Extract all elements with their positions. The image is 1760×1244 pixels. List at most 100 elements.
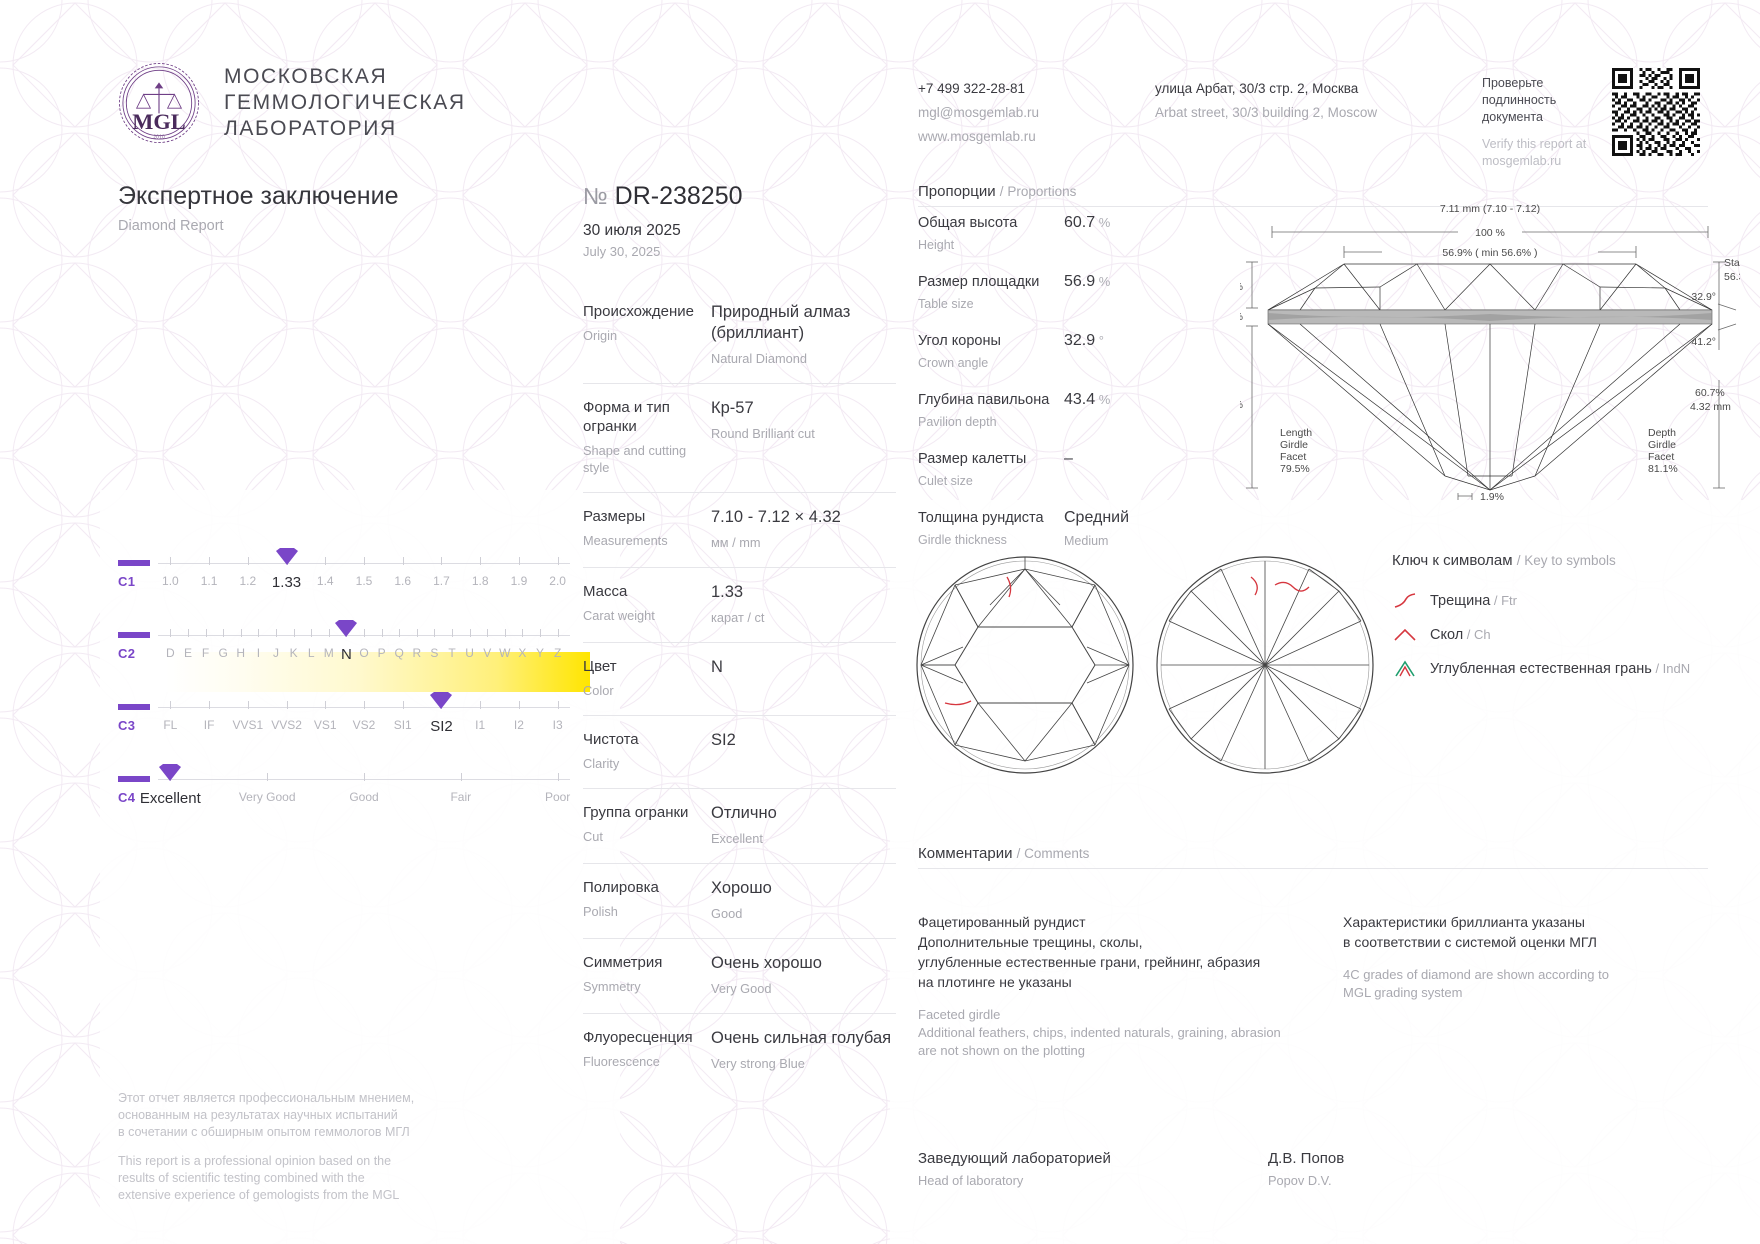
spec-label: Флуоресценция Fluorescence xyxy=(583,1029,693,1069)
address-ru: улица Арбат, 30/3 стр. 2, Москва xyxy=(1155,81,1359,96)
feather-icon xyxy=(1392,592,1418,610)
crown-height-label: 14.0% xyxy=(1240,281,1243,293)
scale-tick-label: P xyxy=(377,646,386,660)
spec-value: Очень хорошо Very Good xyxy=(711,954,822,996)
scale-tick-label: Fair xyxy=(450,790,472,804)
comments-right-ru: Характеристики бриллианта указаны в соотв… xyxy=(1343,914,1597,950)
verify-ru: Проверьте подлинность документа xyxy=(1482,76,1557,124)
spec-value: Отлично Excellent xyxy=(711,804,777,846)
comments-left: Фацетированный рундист Дополнительные тре… xyxy=(918,912,1283,1060)
address-en: Arbat street, 30/3 building 2, Moscow xyxy=(1155,105,1378,120)
diamond-profile-diagram: 7.11 mm (7.10 - 7.12) 100 % 56.9% ( min … xyxy=(1213,200,1760,503)
proportion-label: Глубина павильона Pavilion depth xyxy=(918,392,1050,429)
crown-plot xyxy=(916,556,1134,774)
scale-ticks xyxy=(158,773,570,786)
verify-text: Проверьте подлинность документа Verify t… xyxy=(1482,75,1597,170)
scale-tick-label: W xyxy=(499,646,511,660)
scale-tick-label: 1.1 xyxy=(200,574,218,588)
scale-tick-label: Y xyxy=(536,646,545,660)
comments-left-en: Faceted girdle Additional feathers, chips… xyxy=(918,1007,1281,1058)
table-percent-label: 56.9% ( min 56.6% ) xyxy=(1442,247,1537,259)
scale-tick-label: 1.33 xyxy=(271,574,302,591)
plotting-diagrams xyxy=(910,550,1380,780)
spec-row: Чистота Clarity SI2 xyxy=(583,715,896,788)
comments-right-en: 4C grades of diamond are shown according… xyxy=(1343,967,1609,1000)
spec-label: Происхождение Origin xyxy=(583,303,694,343)
report-number: № DR-238250 xyxy=(583,182,743,211)
disclaimer-en: This report is a professional opinion ba… xyxy=(118,1154,400,1202)
spec-label: Симметрия Symmetry xyxy=(583,954,663,994)
scale-tick-label: 2.0 xyxy=(549,574,566,588)
proportion-value: – xyxy=(1064,450,1073,467)
spec-label: Форма и тип огранки Shape and cutting sty… xyxy=(583,399,687,475)
scale-marker-c4 xyxy=(155,763,185,783)
phone-number: +7 499 322-28-81 xyxy=(918,81,1025,96)
email-address[interactable]: mgl@mosgemlab.ru xyxy=(918,105,1039,120)
proportion-row: Размер калетты Culet size – xyxy=(918,450,1168,509)
scale-labels: FL IF VVS1 VVS2 VS1 VS2 SI1 SI2 I1 I2 I3 xyxy=(158,718,570,740)
spec-value: Хорошо Good xyxy=(711,879,772,921)
scale-tick-label: H xyxy=(236,646,246,660)
scale-tick-label: Z xyxy=(553,646,562,660)
scale-ticks xyxy=(158,701,570,714)
spec-value: Очень сильная голубая Very strong Blue xyxy=(711,1029,892,1071)
spec-row: Форма и тип огранки Shape and cutting sty… xyxy=(583,383,896,492)
depth-girdle-facet-value: 81.1% xyxy=(1648,463,1678,475)
scale-c3: C3 FL IF VVS1 VVS2 VS1 VS2 SI1 SI2 I1 I2 I3 xyxy=(118,692,570,764)
scale-c1: C1 1.0 1.1 1.2 1.33 1.4 1.5 1.6 1.7 1.8 1.9 2.0 xyxy=(118,548,570,620)
scale-tick-label: SI2 xyxy=(430,718,453,735)
scale-tick-label: 1.7 xyxy=(433,574,450,588)
scale-tick-label: M xyxy=(323,646,334,660)
proportion-row: Размер площадки Table size 56.9 % xyxy=(918,273,1168,332)
scale-tick-label: VVS1 xyxy=(232,718,264,732)
spec-row: Масса Carat weight 1.33 карат / ct xyxy=(583,567,896,642)
proportions-heading: Пропорции / Proportions xyxy=(918,183,1077,200)
page-subtitle: Diamond Report xyxy=(118,218,224,234)
scale-tick-label: 1.9 xyxy=(510,574,528,588)
chip-icon xyxy=(1392,626,1418,644)
scale-tick-label: Q xyxy=(394,646,404,660)
star-ratio-label: Star Ratio xyxy=(1724,257,1740,269)
proportion-label: Размер калетты Culet size xyxy=(918,451,1027,488)
key-title-ru: Ключ к символам xyxy=(1392,552,1513,569)
scale-code: C3 xyxy=(118,718,136,733)
scale-marker-c3 xyxy=(426,691,456,711)
signer-role-en: Head of laboratory xyxy=(918,1173,1024,1188)
pavilion-depth-label: 43.4% xyxy=(1240,399,1243,411)
scale-tick-label: R xyxy=(412,646,422,660)
scale-tick-label: 1.4 xyxy=(316,574,334,588)
verify-en: Verify this report at mosgemlab.ru xyxy=(1482,137,1587,168)
key-symbol-label: Углубленная естественная грань / IndN xyxy=(1430,661,1691,677)
proportions-title-en: Proportions xyxy=(1007,184,1077,199)
scale-tick-label: S xyxy=(430,646,439,660)
proportion-label: Толщина рундиста Girdle thickness xyxy=(918,510,1044,547)
key-symbol-item: Скол / Ch xyxy=(1392,626,1702,644)
proportion-value: 60.7 % xyxy=(1064,214,1111,231)
scale-tick-label: O xyxy=(359,646,369,660)
website-url[interactable]: www.mosgemlab.ru xyxy=(918,129,1036,144)
scale-tick-label: IF xyxy=(203,718,215,732)
brand-line-2: ГЕММОЛОГИЧЕСКАЯ xyxy=(224,91,466,114)
crown-angle-label: 32.9° xyxy=(1691,291,1716,303)
spec-value: Кр-57 Round Brilliant cut xyxy=(711,399,815,441)
scale-tick-label: U xyxy=(465,646,474,660)
scale-tick-label: K xyxy=(289,646,298,660)
disclaimer-ru: Этот отчет является профессиональным мне… xyxy=(118,1091,415,1139)
signature-block: Заведующий лабораторией Head of laborato… xyxy=(918,1150,1618,1188)
spec-row: Флуоресценция Fluorescence Очень сильная г… xyxy=(583,1013,896,1088)
comments-heading: Комментарии / Comments xyxy=(918,845,1090,862)
spec-label: Чистота Clarity xyxy=(583,731,639,771)
scale-tick-label: 1.2 xyxy=(239,574,257,588)
qr-code[interactable] xyxy=(1612,68,1700,156)
scale-tick-label: Good xyxy=(349,790,379,804)
scale-tick-label: T xyxy=(448,646,456,660)
proportion-row: Общая высота Height 60.7 % xyxy=(918,214,1168,273)
scale-marker-c1 xyxy=(272,547,302,567)
depth-girdle-facet-label: Depth Girdle Facet xyxy=(1648,427,1676,463)
diameter-mm-label: 7.11 mm (7.10 - 7.12) xyxy=(1440,203,1540,215)
proportions-title-ru: Пропорции xyxy=(918,183,996,200)
spec-label: Размеры Measurements xyxy=(583,508,668,548)
key-title-en: Key to symbols xyxy=(1524,553,1616,568)
scale-tick-label: E xyxy=(183,646,192,660)
signer-name: Д.В. Попов Popov D.V. xyxy=(1268,1150,1618,1188)
